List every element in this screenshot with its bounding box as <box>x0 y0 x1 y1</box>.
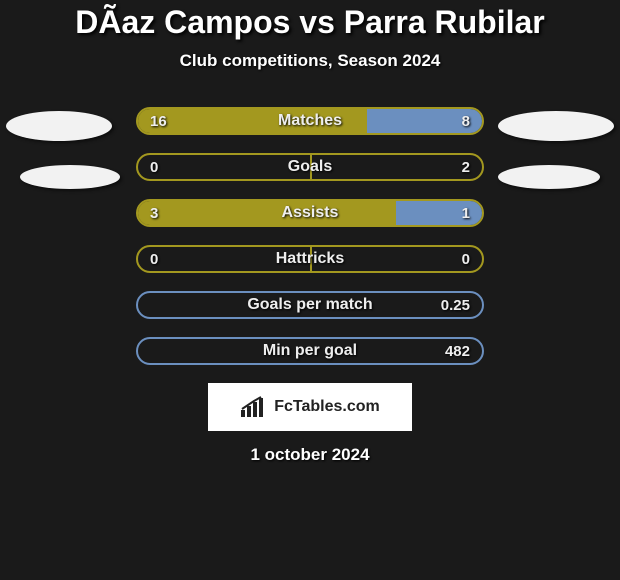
stat-fill-right <box>396 201 482 225</box>
stat-value-right: 2 <box>462 155 470 179</box>
stat-row: 168Matches <box>136 107 484 135</box>
stat-bars: 168Matches 02Goals 31Assists 00Hattricks 0.2… <box>136 107 484 365</box>
stat-fill-right <box>367 109 482 133</box>
page-title: DÃ­az Campos vs Parra Rubilar <box>0 4 620 41</box>
stat-value-right: 0.25 <box>441 293 470 317</box>
stat-row: 482Min per goal <box>136 337 484 365</box>
stat-row: 31Assists <box>136 199 484 227</box>
stat-row: 0.25Goals per match <box>136 291 484 319</box>
team-right-logo-placeholder <box>498 165 600 189</box>
comparison-infographic: DÃ­az Campos vs Parra Rubilar Club compe… <box>0 0 620 580</box>
stats-area: 168Matches 02Goals 31Assists 00Hattricks 0.2… <box>0 107 620 365</box>
fctables-icon <box>240 396 268 418</box>
stat-label: Min per goal <box>138 339 482 363</box>
team-left-logo-placeholder <box>20 165 120 189</box>
source-logo: FcTables.com <box>208 383 412 431</box>
stat-value-right: 0 <box>462 247 470 271</box>
stat-fill-left <box>138 201 396 225</box>
stat-row: 02Goals <box>136 153 484 181</box>
source-logo-text: FcTables.com <box>274 398 380 416</box>
stat-fill-left <box>138 109 367 133</box>
subtitle: Club competitions, Season 2024 <box>0 51 620 71</box>
player-right-avatar-placeholder <box>498 111 614 141</box>
stat-row: 00Hattricks <box>136 245 484 273</box>
stat-value-right: 482 <box>445 339 470 363</box>
player-left-avatar-placeholder <box>6 111 112 141</box>
stat-label: Goals per match <box>138 293 482 317</box>
date-label: 1 october 2024 <box>0 445 620 465</box>
